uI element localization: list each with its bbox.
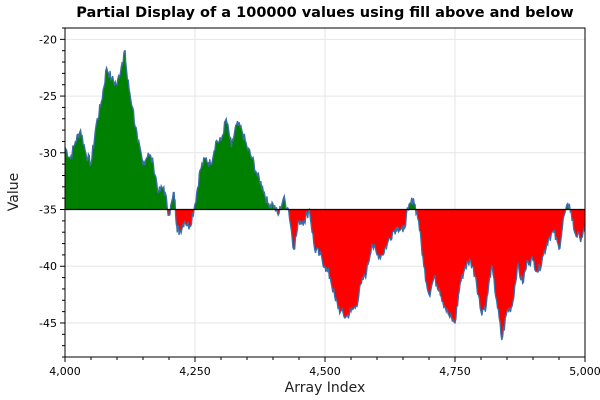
y-tick-label: -30	[39, 147, 57, 160]
x-axis-label: Array Index	[285, 380, 366, 396]
x-tick-label: 5,000	[569, 365, 600, 378]
fill-above-baseline	[65, 50, 585, 210]
fill-below-baseline	[65, 209, 585, 340]
ticks	[60, 27, 586, 362]
chart-title: Partial Display of a 100000 values using…	[76, 5, 573, 21]
y-tick-label: -20	[39, 33, 57, 46]
y-tick-label: -35	[39, 204, 57, 217]
fills	[65, 50, 585, 340]
y-axis-label: Value	[6, 173, 22, 211]
series-lines	[64, 49, 586, 341]
y-tick-label: -25	[39, 90, 57, 103]
y-tick-label: -45	[39, 317, 57, 330]
x-tick-label: 4,250	[179, 365, 211, 378]
x-tick-label: 4,000	[49, 365, 81, 378]
tick-labels: 4,000 4,250 4,500 4,750 5,000 -20 -25 -30 -35 -40…	[39, 33, 600, 378]
x-tick-label: 4,500	[309, 365, 341, 378]
y-tick-label: -40	[39, 260, 57, 273]
series-line	[64, 49, 586, 341]
x-tick-label: 4,750	[439, 365, 471, 378]
